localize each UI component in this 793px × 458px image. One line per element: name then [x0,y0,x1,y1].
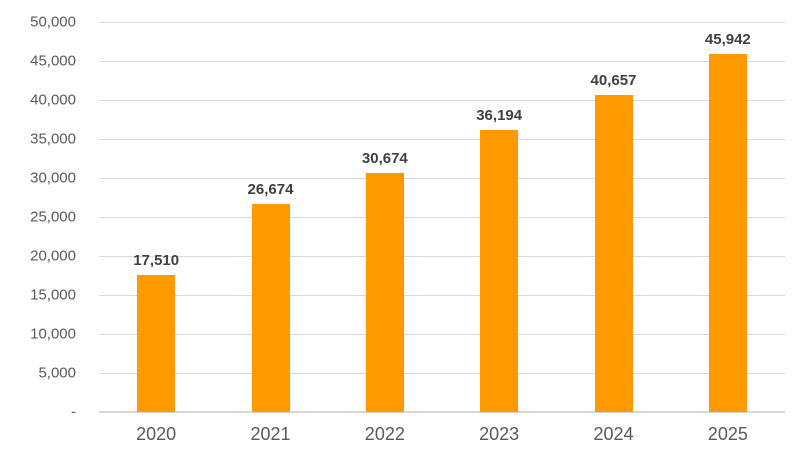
x-axis-tick-label: 2025 [707,424,748,444]
y-axis-tick-label: 50,000 [30,13,76,31]
bar-2024 [595,95,633,412]
x-axis-tick-label: 2023 [479,424,520,444]
y-axis-tick-label: 45,000 [30,52,76,70]
y-axis-tick-label: - [71,403,76,421]
y-gridline [99,216,785,218]
data-label: 45,942 [704,31,751,48]
y-axis-tick-label: 40,000 [30,91,76,109]
y-gridline [99,138,785,140]
data-label: 30,674 [361,150,408,167]
y-axis-tick-label: 35,000 [30,130,76,148]
y-axis-tick-label: 30,000 [30,169,76,187]
y-axis-tick-label: 10,000 [30,325,76,343]
y-gridline [99,21,785,23]
bar-2020 [137,275,175,412]
y-axis-tick-label: 25,000 [30,208,76,226]
data-label: 40,657 [590,72,637,89]
y-gridline [99,333,785,335]
bar-2022 [366,173,404,412]
data-label: 26,674 [247,181,294,198]
x-axis-tick-label: 2020 [136,424,177,444]
y-axis-tick-label: 15,000 [30,286,76,304]
bar-2021 [252,204,290,412]
x-axis-tick-label: 2024 [593,424,634,444]
x-axis-line [99,411,785,413]
y-gridline [99,294,785,296]
bar-2023 [480,130,518,412]
data-label: 36,194 [476,107,523,124]
y-gridline [99,99,785,101]
bar-2025 [709,54,747,412]
y-gridline [99,372,785,374]
y-axis-tick-label: 20,000 [30,247,76,265]
y-gridline [99,60,785,62]
x-axis-tick-label: 2022 [364,424,405,444]
y-axis-tick-label: 5,000 [38,364,76,382]
data-label: 17,510 [133,252,180,269]
x-axis-tick-label: 2021 [250,424,291,444]
y-gridline [99,255,785,257]
y-gridline [99,177,785,179]
